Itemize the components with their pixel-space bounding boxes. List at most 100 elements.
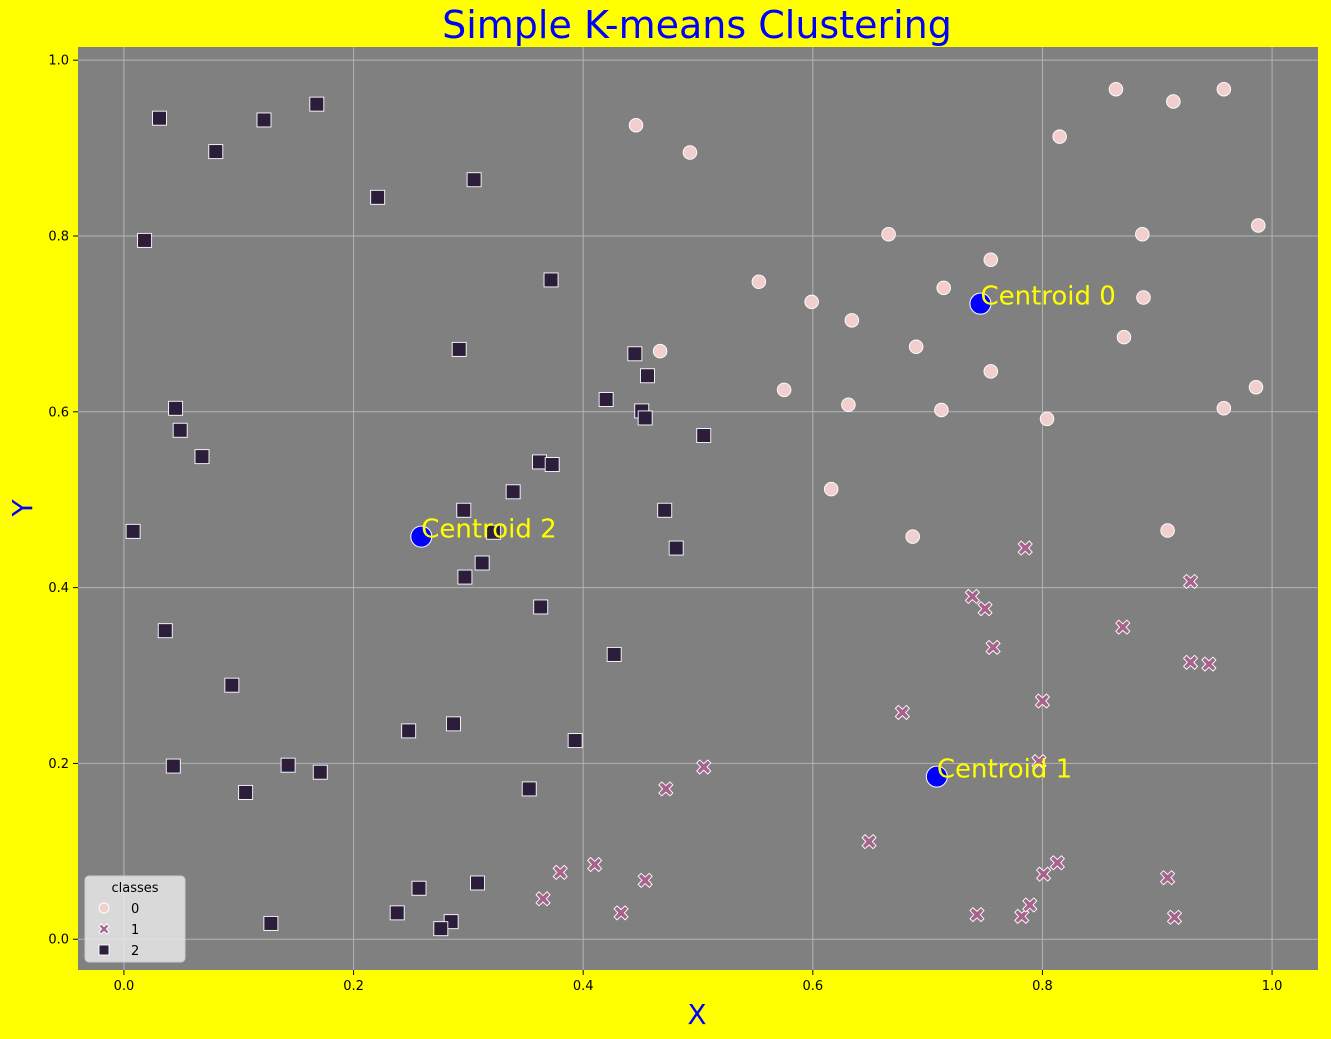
data-point-class-2 bbox=[544, 457, 560, 472]
data-point-class-2 bbox=[165, 758, 181, 774]
legend-marker-2 bbox=[98, 944, 110, 956]
data-point-class-1 bbox=[696, 759, 712, 775]
data-point-class-2 bbox=[137, 232, 153, 248]
legend-marker-1 bbox=[98, 923, 110, 935]
centroid-marker-0 bbox=[969, 292, 992, 315]
data-point-class-2 bbox=[152, 110, 167, 126]
data-point-class-2 bbox=[637, 410, 653, 426]
data-point-class-1 bbox=[613, 905, 629, 921]
data-point-class-0 bbox=[682, 145, 698, 160]
legend-entries: 0 1 2 bbox=[98, 902, 139, 959]
data-point-class-1 bbox=[1014, 908, 1030, 925]
data-point-class-0 bbox=[751, 274, 767, 289]
data-point-class-0 bbox=[1216, 401, 1232, 416]
data-point-class-2 bbox=[532, 454, 548, 470]
data-point-class-2 bbox=[668, 540, 684, 556]
plot-area bbox=[78, 47, 1318, 970]
data-point-class-1 bbox=[977, 601, 993, 617]
data-point-class-1 bbox=[658, 781, 674, 797]
data-point-class-2 bbox=[389, 905, 405, 921]
x-axis-label: X bbox=[687, 998, 706, 1031]
data-point-class-1 bbox=[985, 639, 1001, 656]
data-point-class-1 bbox=[587, 856, 603, 873]
data-point-class-0 bbox=[1251, 218, 1266, 233]
data-point-class-2 bbox=[208, 144, 224, 160]
data-point-class-0 bbox=[1166, 94, 1181, 109]
data-point-class-2 bbox=[567, 733, 583, 749]
data-point-class-0 bbox=[934, 402, 949, 418]
data-point-class-2 bbox=[157, 623, 173, 639]
data-point-class-1 bbox=[1017, 540, 1033, 556]
data-point-class-0 bbox=[823, 481, 839, 497]
data-point-class-1 bbox=[1022, 897, 1038, 913]
data-point-class-1 bbox=[1035, 866, 1052, 882]
data-point-class-2 bbox=[451, 341, 467, 357]
data-point-class-0 bbox=[1039, 411, 1055, 427]
y-tick-label: 0.6 bbox=[48, 405, 69, 420]
data-point-class-0 bbox=[908, 339, 924, 355]
data-point-class-2 bbox=[640, 368, 655, 384]
data-point-class-2 bbox=[194, 449, 210, 465]
data-point-class-2 bbox=[533, 599, 549, 615]
data-point-class-0 bbox=[881, 226, 896, 242]
data-point-class-2 bbox=[598, 392, 614, 407]
data-point-class-2 bbox=[256, 112, 272, 128]
x-tick-label: 0.2 bbox=[343, 979, 364, 994]
data-point-class-2 bbox=[696, 428, 712, 443]
legend: classes 0 1 2 bbox=[84, 875, 186, 963]
centroid-label-2: Centroid 2 bbox=[421, 515, 556, 545]
data-point-class-2 bbox=[627, 346, 643, 362]
data-point-class-0 bbox=[844, 313, 860, 328]
data-point-class-2 bbox=[521, 781, 537, 797]
series-class-0 bbox=[628, 81, 1266, 544]
data-point-class-1 bbox=[1201, 656, 1217, 672]
data-point-class-1 bbox=[1034, 693, 1051, 709]
x-tick-label: 0.8 bbox=[1032, 979, 1053, 994]
data-point-class-0 bbox=[628, 117, 644, 133]
y-tick-label: 0.0 bbox=[48, 933, 69, 948]
data-point-class-2 bbox=[263, 915, 279, 931]
data-point-class-1 bbox=[1159, 870, 1176, 886]
legend-label-1: 1 bbox=[131, 923, 139, 938]
data-point-class-1 bbox=[1031, 754, 1047, 770]
data-point-class-2 bbox=[445, 716, 461, 732]
centroid-marker-2 bbox=[410, 525, 433, 548]
legend-label-0: 0 bbox=[131, 902, 139, 917]
data-point-class-1 bbox=[1049, 855, 1065, 871]
data-point-class-1 bbox=[964, 588, 981, 605]
data-point-class-0 bbox=[1216, 81, 1232, 97]
data-point-class-0 bbox=[1116, 329, 1132, 345]
data-point-class-0 bbox=[776, 382, 792, 398]
data-point-class-1 bbox=[535, 891, 551, 907]
data-point-class-2 bbox=[280, 757, 296, 773]
data-point-class-1 bbox=[1182, 654, 1199, 670]
data-points bbox=[125, 81, 1266, 937]
data-point-class-2 bbox=[606, 646, 622, 662]
data-point-class-2 bbox=[172, 422, 188, 438]
centroids: Centroid 0 Centroid 1 Centroid 2 bbox=[410, 282, 1116, 788]
data-point-class-0 bbox=[1108, 81, 1124, 97]
y-tick-label: 0.8 bbox=[48, 229, 69, 244]
data-point-class-1 bbox=[1166, 909, 1183, 925]
data-point-class-1 bbox=[861, 834, 877, 850]
data-point-class-2 bbox=[543, 272, 559, 288]
x-axis-ticks: 0.0 0.2 0.4 0.6 0.8 1.0 bbox=[114, 970, 1282, 994]
data-point-class-0 bbox=[652, 343, 668, 359]
data-point-class-2 bbox=[125, 523, 141, 539]
data-point-class-2 bbox=[224, 677, 240, 693]
legend-marker-0 bbox=[98, 902, 110, 914]
data-point-class-2 bbox=[457, 569, 473, 585]
data-point-class-0 bbox=[983, 364, 999, 379]
data-point-class-2 bbox=[474, 555, 490, 571]
data-point-class-1 bbox=[637, 872, 653, 888]
series-class-1 bbox=[535, 540, 1217, 925]
legend-label-2: 2 bbox=[131, 944, 139, 959]
centroid-label-0: Centroid 0 bbox=[980, 282, 1115, 312]
data-point-class-0 bbox=[804, 294, 819, 310]
data-point-class-1 bbox=[969, 906, 985, 923]
data-point-class-2 bbox=[505, 484, 521, 500]
data-point-class-1 bbox=[1115, 619, 1131, 635]
legend-title: classes bbox=[111, 881, 158, 896]
x-tick-label: 0.4 bbox=[573, 979, 594, 994]
data-point-class-1 bbox=[552, 864, 568, 881]
